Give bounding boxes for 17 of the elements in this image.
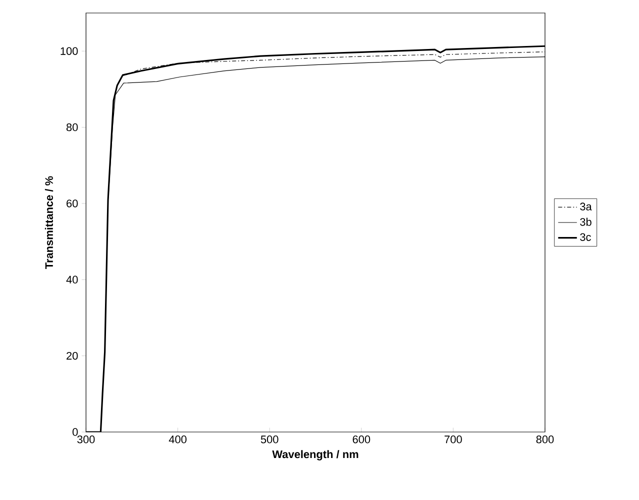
y-tick-label: 80 <box>66 123 78 132</box>
x-tick-label: 600 <box>352 436 370 444</box>
x-tick-label: 700 <box>444 436 462 444</box>
y-axis-title: Transmittance / % <box>44 176 54 269</box>
y-tick-label: 20 <box>66 352 78 360</box>
legend-label: 3b <box>580 218 592 226</box>
legend-label: 3c <box>580 233 591 241</box>
x-tick-label: 800 <box>536 436 554 444</box>
y-tick-label: 0 <box>72 428 78 436</box>
y-tick-label: 100 <box>60 47 78 55</box>
y-tick-label: 40 <box>66 276 78 284</box>
legend-label: 3a <box>580 202 592 210</box>
x-tick-label: 400 <box>168 436 186 444</box>
x-tick-label: 300 <box>77 436 95 444</box>
y-tick-label: 60 <box>66 200 78 208</box>
x-axis-title: Wavelength / nm <box>272 450 358 460</box>
x-tick-label: 500 <box>260 436 278 444</box>
